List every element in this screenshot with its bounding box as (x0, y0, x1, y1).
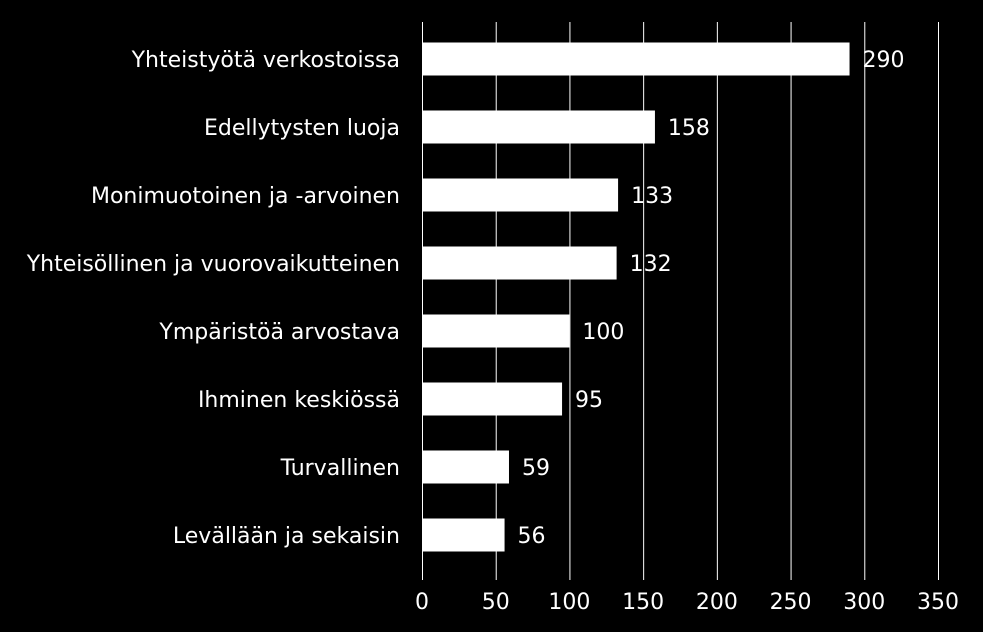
category-label: Monimuotoinen ja -arvoinen (91, 184, 400, 209)
x-axis-ticks: 0 50 100 150 200 250 300 350 (415, 590, 959, 615)
bar (422, 42, 850, 76)
category-label: Yhteistyötä verkostoissa (131, 48, 400, 73)
x-tick-label: 300 (843, 590, 885, 615)
bar (422, 382, 563, 416)
x-tick-label: 250 (770, 590, 812, 615)
category-label: Levällään ja sekaisin (173, 524, 400, 549)
bar (422, 314, 570, 348)
x-tick-label: 150 (622, 590, 664, 615)
bar (422, 518, 505, 552)
category-label: Ympäristöä arvostava (158, 320, 400, 345)
x-tick-label: 200 (696, 590, 738, 615)
data-label: 290 (863, 48, 905, 73)
value-labels: 290 158 133 132 100 95 59 56 (518, 48, 905, 549)
x-tick-label: 50 (482, 590, 510, 615)
category-label: Turvallinen (280, 456, 400, 481)
bars (422, 42, 850, 552)
category-label: Yhteisöllinen ja vuorovaikutteinen (26, 252, 400, 277)
x-tick-label: 350 (917, 590, 959, 615)
bar (422, 110, 655, 144)
x-tick-label: 0 (415, 590, 429, 615)
gridlines (422, 22, 939, 580)
data-label: 59 (522, 456, 550, 481)
data-label: 56 (518, 524, 546, 549)
data-label: 95 (575, 388, 603, 413)
bar (422, 178, 619, 212)
bar (422, 246, 617, 280)
category-label: Ihminen keskiössä (198, 388, 400, 413)
bar (422, 450, 509, 484)
data-label: 158 (668, 116, 710, 141)
data-label: 100 (582, 320, 624, 345)
data-label: 132 (630, 252, 672, 277)
category-labels: Yhteistyötä verkostoissa Edellytysten luo… (26, 48, 400, 549)
data-label: 133 (631, 184, 673, 209)
category-label: Edellytysten luoja (204, 116, 400, 141)
x-tick-label: 100 (548, 590, 590, 615)
